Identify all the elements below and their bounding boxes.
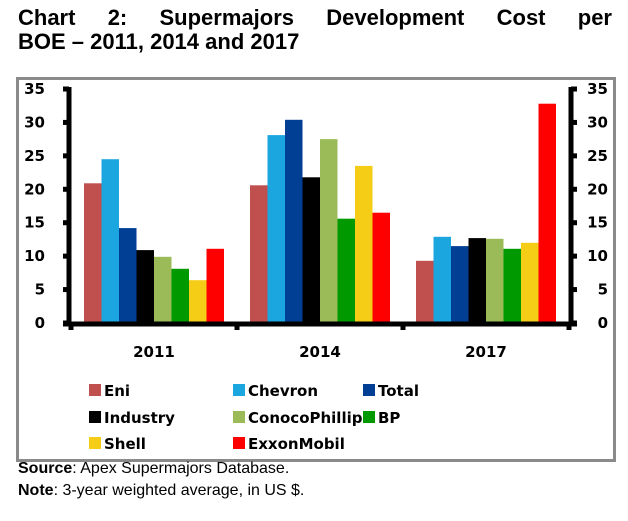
note-line: Note: 3-year weighted average, in US $. (18, 481, 304, 501)
bars-group (84, 103, 556, 323)
legend-swatch-shell (89, 437, 101, 449)
bar-eni-2014 (250, 185, 268, 323)
right-tick-label: 10 (587, 247, 608, 265)
bar-chevron-2011 (101, 159, 119, 323)
bar-shell-2017 (521, 242, 539, 323)
bar-industry-2017 (468, 238, 486, 323)
bar-chevron-2014 (267, 135, 285, 323)
left-tick-label: 10 (24, 247, 45, 265)
legend-swatch-exxonmobil (233, 437, 245, 449)
bar-total-2014 (285, 119, 303, 323)
bar-total-2011 (119, 228, 137, 323)
category-label-2014: 2014 (299, 343, 341, 361)
bar-bp-2014 (337, 218, 355, 323)
bar-industry-2014 (302, 177, 320, 323)
bar-bp-2011 (171, 268, 189, 323)
bar-conocophillips-2017 (486, 238, 504, 323)
left-tick-label: 20 (24, 180, 45, 198)
right-tick-label: 20 (587, 180, 608, 198)
bar-shell-2011 (189, 280, 207, 323)
right-tick-label: 25 (587, 147, 608, 165)
legend-label-chevron: Chevron (248, 382, 318, 400)
legend-swatch-conocophillips (233, 411, 245, 423)
right-axis-ticks: 0 5 10 15 20 25 30 35 (571, 80, 608, 332)
axes-group (63, 87, 577, 330)
legend-swatch-total (363, 384, 375, 396)
right-tick-label: 0 (598, 314, 608, 332)
bar-exxonmobil-2017 (538, 103, 556, 323)
bar-bp-2017 (503, 248, 521, 323)
bar-exxonmobil-2011 (206, 248, 224, 323)
legend-swatch-eni (89, 384, 101, 396)
left-tick-label: 5 (35, 281, 45, 299)
source-label: Source (18, 460, 73, 477)
bar-eni-2011 (84, 183, 102, 323)
legend-label-industry: Industry (104, 409, 175, 427)
right-tick-label: 35 (587, 80, 608, 98)
legend-label-bp: BP (378, 409, 400, 427)
note-label: Note (18, 482, 54, 499)
legend-swatch-industry (89, 411, 101, 423)
legend-swatch-bp (363, 411, 375, 423)
note-text: : 3-year weighted average, in US $. (53, 482, 305, 499)
left-tick-label: 30 (24, 113, 45, 131)
category-labels: 2011 2014 2017 (133, 343, 507, 361)
bar-eni-2017 (416, 260, 434, 323)
category-label-2017: 2017 (465, 343, 507, 361)
bar-industry-2011 (136, 250, 154, 323)
legend-label-conocophillips: ConocoPhillips (248, 409, 371, 427)
bar-conocophillips-2014 (320, 139, 338, 323)
legend-label-shell: Shell (104, 435, 146, 453)
chart-title: Chart 2: Supermajors Development Cost pe… (18, 6, 612, 54)
bar-exxonmobil-2014 (372, 212, 390, 323)
right-tick-label: 5 (598, 281, 608, 299)
category-label-2011: 2011 (133, 343, 175, 361)
left-axis-ticks: 0 5 10 15 20 25 30 35 (24, 80, 69, 332)
legend-label-total: Total (378, 382, 419, 400)
bar-total-2017 (451, 246, 469, 323)
bar-chevron-2017 (433, 236, 451, 323)
source-text: : Apex Supermajors Database. (72, 460, 290, 477)
legend-label-exxonmobil: ExxonMobil (248, 435, 345, 453)
bar-conocophillips-2011 (154, 256, 172, 323)
right-tick-label: 15 (587, 214, 608, 232)
chart-title-line1: Chart 2: Supermajors Development Cost pe… (18, 5, 612, 30)
left-tick-label: 0 (35, 314, 45, 332)
bar-shell-2014 (355, 165, 373, 323)
chart-title-line2: BOE – 2011, 2014 and 2017 (18, 29, 300, 54)
source-line: Source: Apex Supermajors Database. (18, 459, 289, 479)
chart-frame (16, 77, 616, 462)
left-tick-label: 35 (24, 80, 45, 98)
legend: Eni Chevron Total Industry ConocoPhillips BP S… (89, 382, 419, 453)
right-tick-label: 30 (587, 113, 608, 131)
legend-label-eni: Eni (104, 382, 130, 400)
left-tick-label: 15 (24, 214, 45, 232)
legend-swatch-chevron (233, 384, 245, 396)
left-tick-label: 25 (24, 147, 45, 165)
